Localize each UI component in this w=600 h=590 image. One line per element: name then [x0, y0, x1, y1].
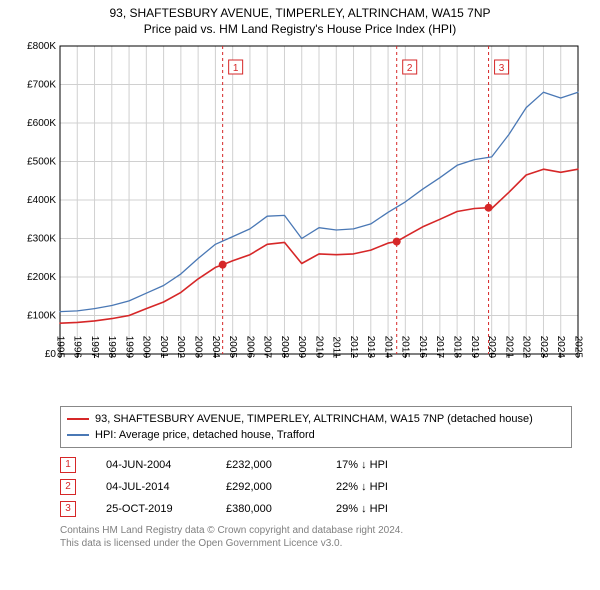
marker-badge: 3 [60, 501, 76, 517]
svg-text:1996: 1996 [72, 336, 83, 359]
marker-price: £380,000 [226, 498, 306, 520]
svg-text:2009: 2009 [296, 336, 307, 359]
svg-text:2003: 2003 [192, 336, 203, 359]
svg-text:2007: 2007 [262, 336, 273, 359]
legend-swatch-hpi [67, 434, 89, 436]
svg-text:2004: 2004 [210, 336, 221, 359]
table-row: 2 04-JUL-2014 £292,000 22% ↓ HPI [60, 476, 572, 498]
svg-text:1999: 1999 [123, 336, 134, 359]
svg-text:2022: 2022 [521, 336, 532, 359]
svg-text:2002: 2002 [175, 336, 186, 359]
marker-badge: 1 [60, 457, 76, 473]
legend-label-hpi: HPI: Average price, detached house, Traf… [95, 427, 315, 443]
svg-text:1998: 1998 [106, 336, 117, 359]
svg-text:2018: 2018 [451, 336, 462, 359]
price-chart: £0£100K£200K£300K£400K£500K£600K£700K£80… [10, 40, 590, 400]
svg-text:2024: 2024 [555, 336, 566, 359]
chart-container: 93, SHAFTESBURY AVENUE, TIMPERLEY, ALTRI… [0, 0, 600, 590]
marker-delta: 22% ↓ HPI [336, 476, 426, 498]
svg-text:2014: 2014 [382, 336, 393, 359]
sale-markers-table: 1 04-JUN-2004 £232,000 17% ↓ HPI 2 04-JU… [60, 454, 572, 520]
legend-label-property: 93, SHAFTESBURY AVENUE, TIMPERLEY, ALTRI… [95, 411, 533, 427]
footer-line2: This data is licensed under the Open Gov… [60, 537, 572, 550]
svg-text:2001: 2001 [158, 336, 169, 359]
svg-text:2023: 2023 [538, 336, 549, 359]
legend: 93, SHAFTESBURY AVENUE, TIMPERLEY, ALTRI… [60, 406, 572, 448]
svg-text:2012: 2012 [348, 336, 359, 359]
svg-text:£200K: £200K [27, 272, 56, 283]
svg-text:3: 3 [499, 63, 505, 74]
marker-delta: 29% ↓ HPI [336, 498, 426, 520]
svg-text:£100K: £100K [27, 311, 56, 322]
svg-text:2: 2 [407, 63, 413, 74]
svg-text:2021: 2021 [503, 336, 514, 359]
marker-date: 04-JUL-2014 [106, 476, 196, 498]
svg-text:£500K: £500K [27, 157, 56, 168]
footer-line1: Contains HM Land Registry data © Crown c… [60, 524, 572, 537]
title-line1: 93, SHAFTESBURY AVENUE, TIMPERLEY, ALTRI… [10, 6, 590, 20]
svg-text:2000: 2000 [141, 336, 152, 359]
svg-text:£400K: £400K [27, 195, 56, 206]
svg-text:2015: 2015 [400, 336, 411, 359]
svg-text:1: 1 [233, 63, 239, 74]
svg-text:2005: 2005 [227, 336, 238, 359]
svg-text:2017: 2017 [434, 336, 445, 359]
svg-text:2010: 2010 [313, 336, 324, 359]
svg-text:£300K: £300K [27, 234, 56, 245]
marker-price: £232,000 [226, 454, 306, 476]
svg-text:2019: 2019 [469, 336, 480, 359]
svg-text:2006: 2006 [244, 336, 255, 359]
legend-swatch-property [67, 418, 89, 420]
svg-text:£800K: £800K [27, 41, 56, 52]
svg-text:2011: 2011 [331, 336, 342, 358]
marker-delta: 17% ↓ HPI [336, 454, 426, 476]
marker-price: £292,000 [226, 476, 306, 498]
marker-badge: 2 [60, 479, 76, 495]
svg-text:2013: 2013 [365, 336, 376, 359]
table-row: 3 25-OCT-2019 £380,000 29% ↓ HPI [60, 498, 572, 520]
svg-text:£600K: £600K [27, 118, 56, 129]
table-row: 1 04-JUN-2004 £232,000 17% ↓ HPI [60, 454, 572, 476]
svg-text:2016: 2016 [417, 336, 428, 359]
marker-date: 04-JUN-2004 [106, 454, 196, 476]
footer: Contains HM Land Registry data © Crown c… [60, 524, 572, 550]
title-line2: Price paid vs. HM Land Registry's House … [10, 22, 590, 36]
svg-text:£700K: £700K [27, 80, 56, 91]
svg-text:1997: 1997 [89, 336, 100, 359]
marker-date: 25-OCT-2019 [106, 498, 196, 520]
svg-text:2008: 2008 [279, 336, 290, 359]
svg-text:2020: 2020 [486, 336, 497, 359]
